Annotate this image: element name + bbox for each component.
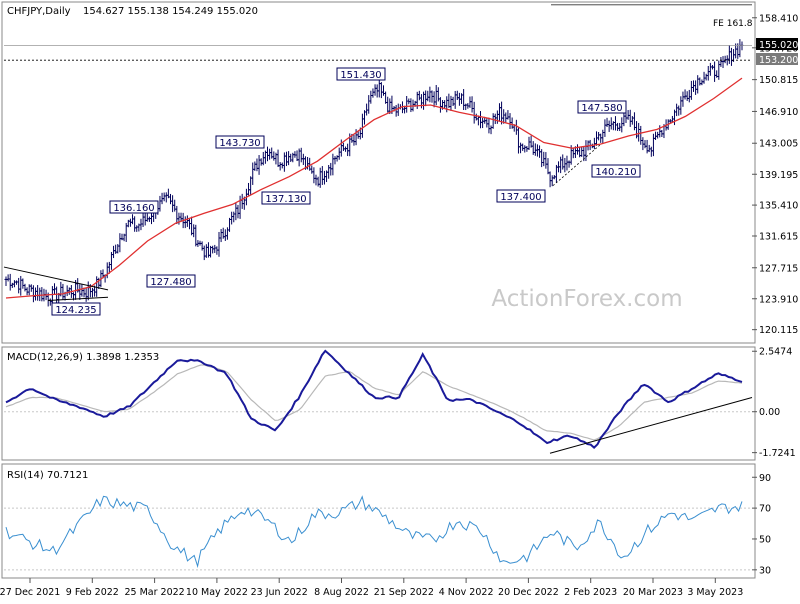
price-annotation-box [496,189,546,203]
time-axis-label: 2 Feb 2023 [564,587,617,598]
price-annotation-box [146,274,196,288]
time-axis-label: 20 Mar 2023 [623,587,683,598]
rsi-panel-frame [1,463,756,579]
rsi-panel-title: RSI(14) 70.7121 [7,470,88,481]
time-axis-label: 3 May 2023 [687,587,743,598]
time-axis-label: 9 Feb 2022 [66,587,119,598]
rsi-axis: 90 70 50 30 [752,473,771,576]
trend-line [3,266,109,291]
macd-axis-label: -1.7241 [759,448,796,459]
price-panel-ohlc: 154.627 155.138 154.249 155.020 [83,6,258,17]
time-axis-label: 23 Jun 2022 [251,587,308,598]
last-price-tag-text: 155.020 [759,40,798,51]
price-axis-label: 123.910 [759,294,798,305]
price-annotation-box [591,164,641,178]
price-annotation-label: 143.730 [219,138,260,149]
macd-line [5,349,743,449]
rsi-axis-label: 50 [759,534,771,545]
price-annotation-label: 127.480 [150,277,191,288]
moving-average [5,77,743,299]
price-axis-label: 158.410 [759,13,798,24]
time-axis: 27 Dec 2021 9 Feb 2022 25 Mar 2022 10 May 2… [0,578,743,598]
price-annotation-label: 151.430 [340,70,381,81]
price-axis-label: 139.195 [759,170,798,181]
price-annotations: 151.430 143.730 137.130 136.160 127.480 124.2… [51,67,641,316]
macd-panel-frame [1,346,756,461]
watermark: ActionForex.com [491,286,682,312]
fe-label: FE 161.8 [713,19,753,29]
price-axis-label: 143.005 [759,139,798,150]
time-axis-label: 8 Aug 2022 [314,587,369,598]
price-annotation-label: 147.580 [581,103,622,114]
price-axis-label: 135.410 [759,201,798,212]
rsi-series [5,495,743,569]
price-annotation-label: 136.160 [113,203,154,214]
macd-trend-line [549,396,753,454]
moving-average-line [5,77,743,299]
price-annotation-box [109,200,159,214]
price-panel-title: CHFJPY,Daily [7,6,71,17]
price-annotation-box [51,302,101,316]
rsi-axis-label: 30 [759,565,771,576]
price-axis-label: 120.115 [759,325,798,336]
macd-panel-title: MACD(12,26,9) 1.3898 1.2353 [7,352,159,363]
macd-axis: 2.5474 0.00 -1.7241 [752,347,796,459]
price-axis-label: 146.910 [759,107,798,118]
time-axis-label: 4 Nov 2022 [439,587,494,598]
time-axis-label: 10 May 2022 [186,587,248,598]
price-annotation-box [261,191,311,205]
last-price-tag: 155.020 [756,38,798,51]
macd-axis-label: 2.5474 [759,347,792,358]
price-annotation-box [336,67,386,81]
price-annotation-label: 137.400 [500,192,541,203]
level-price-tag: 153.200 [756,53,798,66]
price-bars [4,39,744,307]
price-axis-label: 127.715 [759,263,798,274]
price-annotation-box [577,100,627,114]
time-axis-label: 25 Mar 2022 [124,587,184,598]
macd-signal-line [5,364,743,441]
price-axis-label: 150.815 [759,75,798,86]
rsi-line [5,495,743,569]
macd-series [5,349,753,454]
trend-line [47,296,109,301]
price-axis-label: 131.615 [759,231,798,242]
rsi-grid [4,507,752,571]
level-price-tag-text: 153.200 [759,55,798,66]
price-annotation-box [215,135,265,149]
rsi-axis-label: 90 [759,473,771,484]
time-axis-label: 21 Sep 2022 [374,587,434,598]
macd-axis-label: 0.00 [759,407,780,418]
price-annotation-label: 124.235 [55,305,96,316]
price-annotation-label: 140.210 [595,167,636,178]
time-axis-label: 20 Dec 2022 [498,587,559,598]
rsi-axis-label: 70 [759,504,771,515]
price-reference-lines [3,4,752,301]
time-axis-label: 27 Dec 2021 [0,587,60,598]
price-annotation-label: 137.130 [265,194,306,205]
